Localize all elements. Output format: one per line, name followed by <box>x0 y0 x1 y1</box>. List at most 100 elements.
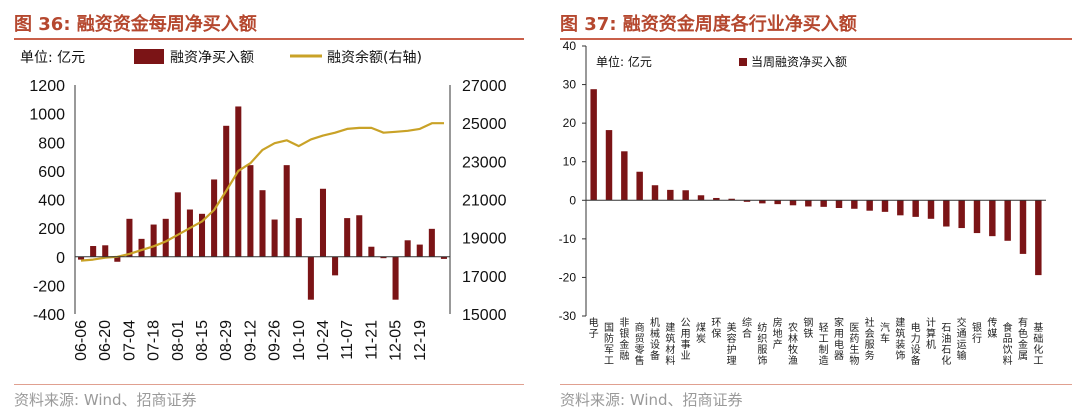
category-label: 有色金属 <box>1018 316 1028 362</box>
bar <box>1004 200 1011 241</box>
x-tick-label: 09-26 <box>267 320 284 361</box>
chart-panel-industry-net-buy: 图 37: 融资资金周度各行业净买入额 单位: 亿元 当周融资净买入额 -30-… <box>546 0 1080 416</box>
bar <box>319 188 327 257</box>
bar <box>440 256 447 259</box>
bar <box>835 200 843 208</box>
industry-bar-chart: 单位: 亿元 当周融资净买入额 -30 -20 -10 0 10 20 30 40 电子国防军工… <box>559 39 1046 367</box>
unit-label: 单位: 亿元 <box>596 54 652 69</box>
category-label: 传媒 <box>987 317 997 340</box>
bar <box>989 200 996 237</box>
bar <box>126 218 133 257</box>
bar <box>805 200 812 207</box>
bar <box>943 200 950 227</box>
category-label: 综合 <box>742 316 752 340</box>
title-rule <box>14 38 524 40</box>
category-label: 交通运输 <box>957 316 967 362</box>
category-label: 计算机 <box>926 316 936 351</box>
bar <box>866 200 873 211</box>
y-tick-label: 0 <box>569 193 576 207</box>
bar <box>428 228 435 257</box>
bar <box>789 200 797 206</box>
bar <box>259 190 266 257</box>
y-tick-label-left: 800 <box>38 135 65 152</box>
x-tick-label: 07-18 <box>146 320 163 361</box>
category-label: 美容护理 <box>727 321 737 367</box>
y-tick-label-left: 600 <box>38 164 65 181</box>
category-label: 房地产 <box>773 316 783 351</box>
category-label: 钢铁 <box>803 316 813 340</box>
bar <box>368 246 375 257</box>
bar <box>138 238 145 257</box>
y-tick-label-right: 25000 <box>462 116 507 133</box>
bar <box>90 246 97 257</box>
category-label: 食品饮料 <box>1003 321 1013 367</box>
y-tick-label-right: 15000 <box>462 307 507 324</box>
bar <box>621 151 628 201</box>
footer-rule <box>14 384 524 385</box>
bar <box>102 245 109 257</box>
bar <box>927 200 935 219</box>
category-label: 家用电器 <box>834 316 844 362</box>
category-label: 建筑装饰 <box>895 316 905 362</box>
category-label: 国防军工 <box>604 322 614 367</box>
bar <box>759 200 766 204</box>
bar <box>682 190 689 201</box>
x-tick-label: 09-12 <box>242 320 259 361</box>
y-tick-label-left: -200 <box>33 278 65 295</box>
bar <box>307 256 314 300</box>
bar <box>973 200 981 234</box>
y-tick-label-left: 400 <box>38 193 65 210</box>
category-label: 纺织服饰 <box>757 321 767 367</box>
bar <box>912 200 919 217</box>
source-note: 资料来源: Wind、招商证券 <box>560 391 743 409</box>
x-tick-label: 11-21 <box>363 320 380 360</box>
bar <box>247 165 254 257</box>
bar <box>404 240 411 257</box>
category-label: 社会服务 <box>865 316 875 362</box>
bar <box>271 219 278 257</box>
x-tick-label: 10-10 <box>291 320 308 361</box>
category-label: 医药生物 <box>849 322 859 367</box>
y-tick-label-right: 19000 <box>462 231 507 248</box>
bar <box>211 179 218 257</box>
y-tick-label-right: 21000 <box>462 193 507 210</box>
bar <box>416 244 423 257</box>
bar <box>881 200 889 212</box>
y-tick-label: 10 <box>563 155 577 169</box>
bar <box>697 195 705 201</box>
balance-line <box>80 122 444 262</box>
x-tick-label: 07-04 <box>121 320 138 361</box>
bar <box>356 215 363 257</box>
category-label: 汽车 <box>880 321 890 345</box>
x-tick-label: 06-06 <box>73 320 90 361</box>
bar <box>958 200 965 229</box>
x-tick-label: 10-24 <box>315 320 332 361</box>
legend-swatch-bar <box>739 58 747 66</box>
x-tick-label: 06-20 <box>97 320 114 361</box>
bar <box>897 200 904 216</box>
category-label: 电力设备 <box>911 321 921 367</box>
legend-swatch-bar <box>134 49 164 64</box>
category-label: 基础化工 <box>1033 321 1043 367</box>
bar <box>605 130 613 201</box>
y-tick-label: -10 <box>559 232 577 246</box>
x-tick-label: 11-07 <box>339 320 356 360</box>
bar <box>174 192 181 257</box>
x-tick-label: 08-15 <box>194 320 211 361</box>
bar <box>743 200 751 202</box>
bar <box>186 209 193 257</box>
y-tick-label-left: 1200 <box>29 78 65 95</box>
y-tick-label: 20 <box>563 116 577 130</box>
bar <box>1035 200 1042 276</box>
y-tick-label: -20 <box>559 270 577 284</box>
x-tick-label: 12-05 <box>388 320 405 361</box>
bar <box>295 218 302 257</box>
bar <box>150 224 157 257</box>
y-tick-label-left: 0 <box>56 250 65 267</box>
bar <box>774 200 781 205</box>
footer-rule <box>560 384 1072 385</box>
plot-area: -400 -200 0 200 400 600 800 1000 1200 15000 17000 1… <box>29 78 506 361</box>
bar <box>162 218 169 257</box>
plot-area: -30 -20 -10 0 10 20 30 40 电子国防军工非银金融商贸零售机械设备建筑材料… <box>559 39 1046 367</box>
category-label: 轻工制造 <box>819 321 829 367</box>
